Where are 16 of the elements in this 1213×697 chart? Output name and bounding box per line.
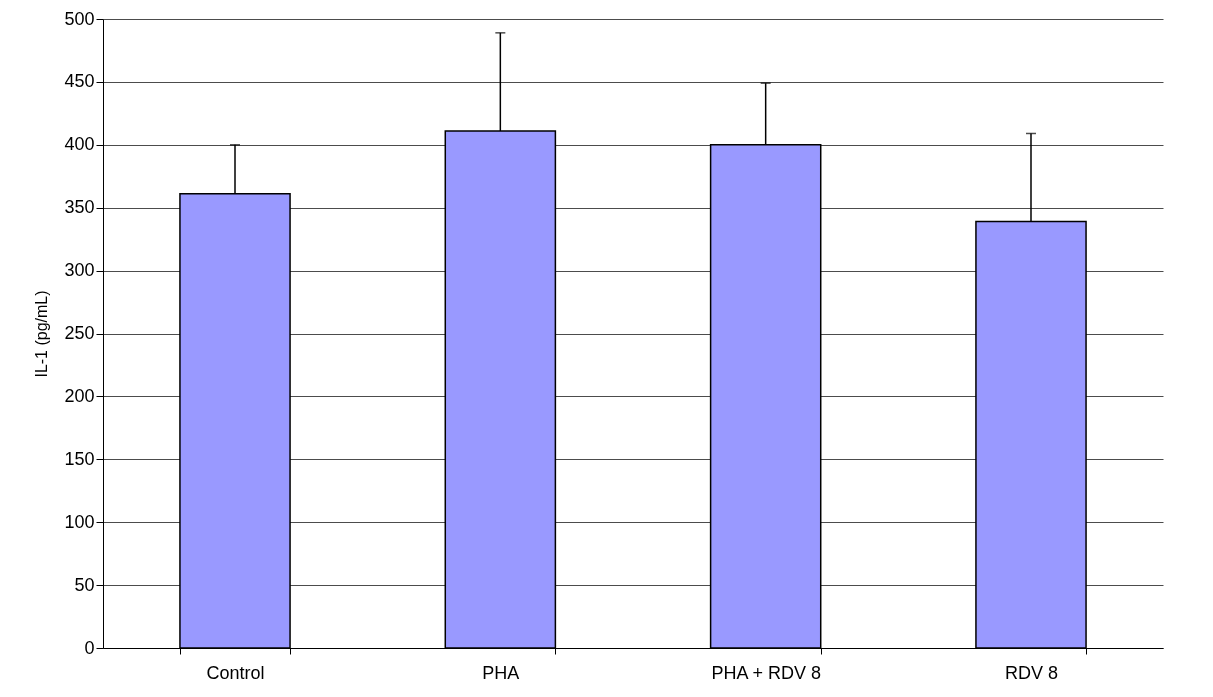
y-tick-label: 200 <box>64 385 95 406</box>
y-tick-label: 400 <box>64 134 95 155</box>
x-tick-label: Control <box>206 662 265 683</box>
y-tick-label: 500 <box>64 8 95 29</box>
y-tick-label: 350 <box>64 197 95 218</box>
y-tick-label: 100 <box>64 511 95 532</box>
y-tick-label: 450 <box>64 71 95 92</box>
x-tick-label: PHA <box>482 662 520 683</box>
x-tick-label: RDV 8 <box>1004 662 1059 683</box>
y-axis-title: IL-1 (pg/mL) <box>33 290 51 378</box>
y-tick-label: 0 <box>84 637 95 658</box>
y-tick-label: 50 <box>74 574 95 595</box>
x-tick-label: PHA + RDV 8 <box>711 662 821 683</box>
y-tick-label: 250 <box>64 323 95 343</box>
y-tick-label: 150 <box>64 448 95 469</box>
y-tick-label: 300 <box>64 260 95 281</box>
